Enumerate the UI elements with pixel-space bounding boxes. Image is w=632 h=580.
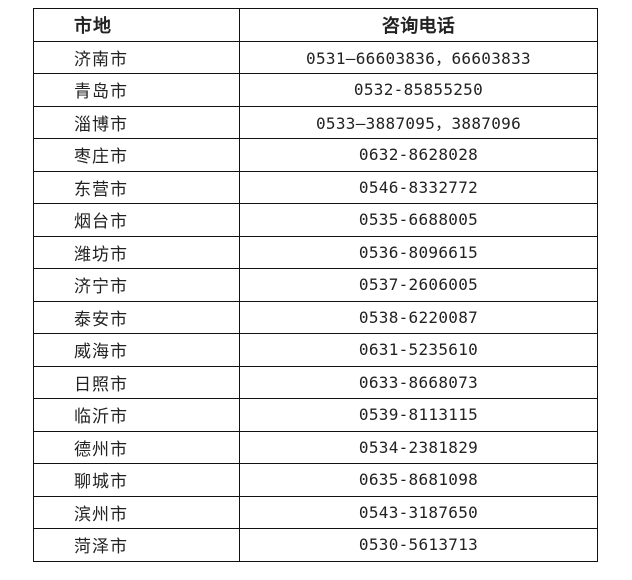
city-cell: 菏泽市 [33,528,240,562]
consultation-phone-table: 市地 咨询电话 济南市 0531—66603836，66603833 青岛市 0532… [33,8,598,562]
phone-cell: 0534-2381829 [239,430,598,464]
table-row: 济南市 0531—66603836，66603833 [33,40,598,74]
table-row: 聊城市 0635-8681098 [33,463,598,497]
header-row: 市地 咨询电话 [33,8,598,42]
header-city: 市地 [33,8,240,42]
city-cell: 枣庄市 [33,138,240,172]
table-row: 菏泽市 0530-5613713 [33,528,598,562]
phone-cell: 0539-8113115 [239,398,598,432]
phone-cell: 0533—3887095，3887096 [239,105,598,139]
phone-cell: 0632-8628028 [239,138,598,172]
phone-cell: 0536-8096615 [239,235,598,269]
table-row: 潍坊市 0536-8096615 [33,235,598,269]
city-cell: 德州市 [33,430,240,464]
phone-cell: 0537-2606005 [239,268,598,302]
table-row: 德州市 0534-2381829 [33,430,598,464]
phone-cell: 0535-6688005 [239,203,598,237]
phone-cell: 0538-6220087 [239,300,598,334]
phone-cell: 0635-8681098 [239,463,598,497]
table-row: 临沂市 0539-8113115 [33,398,598,432]
city-cell: 日照市 [33,365,240,399]
table-row: 枣庄市 0632-8628028 [33,138,598,172]
table-row: 滨州市 0543-3187650 [33,495,598,529]
city-cell: 潍坊市 [33,235,240,269]
city-cell: 烟台市 [33,203,240,237]
table-row: 日照市 0633-8668073 [33,365,598,399]
phone-cell: 0633-8668073 [239,365,598,399]
phone-cell: 0531—66603836，66603833 [239,40,598,74]
table-row: 济宁市 0537-2606005 [33,268,598,302]
city-cell: 泰安市 [33,300,240,334]
city-cell: 济南市 [33,40,240,74]
city-cell: 临沂市 [33,398,240,432]
header-phone: 咨询电话 [239,8,598,42]
city-cell: 淄博市 [33,105,240,139]
phone-cell: 0532-85855250 [239,73,598,107]
phone-cell: 0631-5235610 [239,333,598,367]
city-cell: 聊城市 [33,463,240,497]
table-row: 威海市 0631-5235610 [33,333,598,367]
table-row: 东营市 0546-8332772 [33,170,598,204]
table-row: 泰安市 0538-6220087 [33,300,598,334]
city-cell: 威海市 [33,333,240,367]
table-row: 青岛市 0532-85855250 [33,73,598,107]
city-cell: 青岛市 [33,73,240,107]
phone-cell: 0546-8332772 [239,170,598,204]
table-row: 烟台市 0535-6688005 [33,203,598,237]
city-cell: 滨州市 [33,495,240,529]
table-row: 淄博市 0533—3887095，3887096 [33,105,598,139]
city-cell: 东营市 [33,170,240,204]
city-cell: 济宁市 [33,268,240,302]
phone-cell: 0543-3187650 [239,495,598,529]
phone-cell: 0530-5613713 [239,528,598,562]
